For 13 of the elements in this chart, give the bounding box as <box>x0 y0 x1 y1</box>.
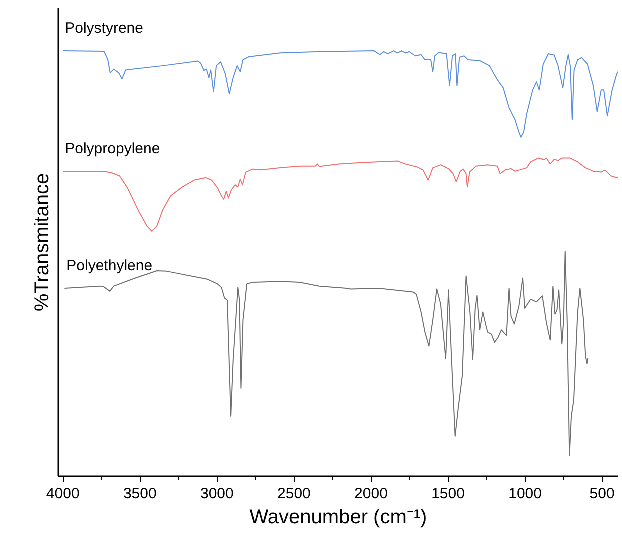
series-label: Polyethylene <box>66 257 153 274</box>
x-tick-label: 2500 <box>278 486 311 502</box>
x-tick-label: 3000 <box>200 486 234 502</box>
x-tick-label: 500 <box>590 486 615 502</box>
x-tick-label: 4000 <box>46 486 80 502</box>
x-tick-label: 3500 <box>123 486 157 502</box>
x-tick-label: 1500 <box>432 486 465 502</box>
x-tick-label: 1000 <box>508 486 542 502</box>
x-tick-label: 2000 <box>354 486 388 502</box>
series-label: Polypropylene <box>65 140 160 158</box>
x-axis-title: Wavenumber (cm⁻¹) <box>250 506 428 528</box>
y-axis-title: %Transmitance <box>32 173 54 312</box>
series-label: Polystyrene <box>65 20 144 38</box>
